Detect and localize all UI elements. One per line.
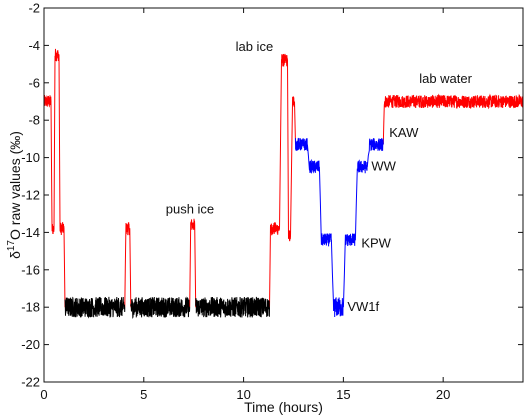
- series-0-line-4: [382, 93, 524, 145]
- series-0: [43, 48, 524, 308]
- series-2-line-0: [295, 137, 384, 318]
- y-tick-label: -20: [21, 337, 40, 352]
- series-1-line-1: [130, 296, 191, 319]
- series-1-line-2: [195, 296, 270, 318]
- y-tick-label: -4: [28, 38, 40, 53]
- y-tick-label: -8: [28, 113, 40, 128]
- y-axis-title-superscript: 17: [6, 240, 17, 252]
- y-tick-label: -18: [21, 300, 40, 315]
- annotation-label: lab ice: [236, 39, 274, 54]
- annotation-label: push ice: [166, 202, 214, 217]
- y-tick-label: -2: [28, 1, 40, 16]
- plot-area: [43, 48, 524, 319]
- y-axis-title-text: O raw values (‰): [7, 131, 23, 240]
- x-tick-label: 15: [336, 387, 350, 402]
- y-tick-label: -6: [28, 75, 40, 90]
- y-tick-label: -16: [21, 262, 40, 277]
- series-1-line-0: [64, 296, 126, 319]
- annotation-label: WW: [371, 159, 396, 174]
- series-0-line-3: [269, 53, 296, 308]
- y-tick-label: -12: [21, 188, 40, 203]
- axis-ticks: 0 5 10 15 20 -22 -20 -18 -16 -14 -12 -10 -8 -6 -4 -2: [21, 1, 523, 402]
- annotation-label: KAW: [389, 125, 419, 140]
- x-tick-label: 0: [40, 387, 47, 402]
- x-axis-title: Time (hours): [244, 399, 323, 415]
- annotation-label: VW1f: [347, 299, 379, 314]
- series-1: [64, 296, 270, 319]
- annotation-label: KPW: [361, 235, 391, 250]
- x-tick-label: 20: [436, 387, 450, 402]
- x-tick-label: 5: [140, 387, 147, 402]
- y-tick-label: -14: [21, 225, 40, 240]
- y-tick-label: -22: [21, 375, 40, 390]
- annotation-label: lab water: [419, 71, 472, 86]
- x-tick-label: 10: [236, 387, 250, 402]
- annotations: push ice lab ice lab water KAW WW KPW VW1f: [166, 39, 473, 314]
- y-axis-title: δ17O raw values (‰): [6, 131, 23, 259]
- series-0-line-0: [43, 48, 66, 308]
- series-0-line-2: [189, 218, 197, 308]
- series-2: [295, 137, 384, 318]
- series-0-line-1: [124, 222, 132, 308]
- y-tick-label: -10: [21, 150, 40, 165]
- y-axis-title-prefix: δ: [7, 251, 23, 259]
